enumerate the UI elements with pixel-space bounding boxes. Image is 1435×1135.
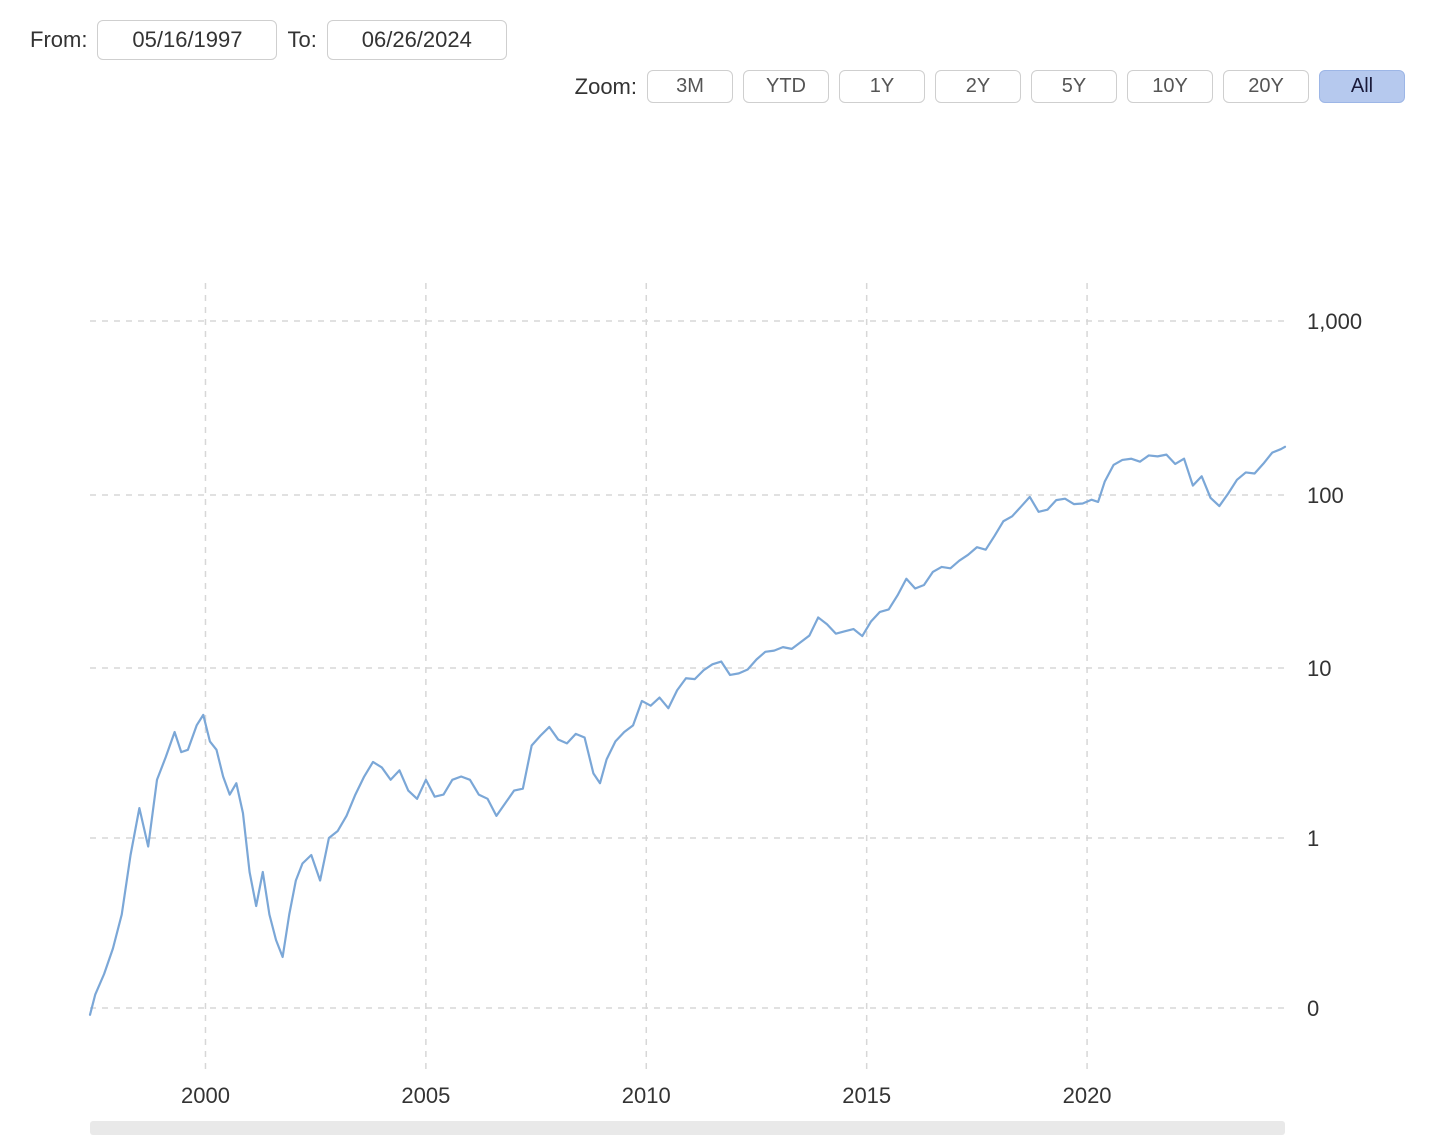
chart-svg[interactable]: 0 1 10 100 1,000 2000 2005 2010 2015 2020 xyxy=(30,133,1405,1113)
to-date-value: 06/26/2024 xyxy=(362,27,472,52)
x-tick-label: 2005 xyxy=(401,1083,450,1108)
zoom-button-3m[interactable]: 3M xyxy=(647,70,733,103)
zoom-controls: Zoom: 3M YTD 1Y 2Y 5Y 10Y 20Y All xyxy=(30,70,1405,103)
from-date-input[interactable]: 05/16/1997 xyxy=(97,20,277,60)
x-tick-label: 2020 xyxy=(1063,1083,1112,1108)
zoom-button-all[interactable]: All xyxy=(1319,70,1405,103)
x-tick-label: 2015 xyxy=(842,1083,891,1108)
from-date-value: 05/16/1997 xyxy=(132,27,242,52)
zoom-button-group: 3M YTD 1Y 2Y 5Y 10Y 20Y All xyxy=(647,70,1405,103)
zoom-button-1y[interactable]: 1Y xyxy=(839,70,925,103)
x-tick-label: 2010 xyxy=(622,1083,671,1108)
y-tick-label: 0 xyxy=(1307,996,1319,1021)
y-tick-label: 100 xyxy=(1307,483,1344,508)
y-tick-label: 1 xyxy=(1307,826,1319,851)
from-label: From: xyxy=(30,27,87,53)
date-range-controls: From: 05/16/1997 To: 06/26/2024 xyxy=(30,20,1405,60)
price-line xyxy=(90,447,1285,1015)
y-tick-label: 10 xyxy=(1307,656,1331,681)
to-date-input[interactable]: 06/26/2024 xyxy=(327,20,507,60)
zoom-button-ytd[interactable]: YTD xyxy=(743,70,829,103)
y-tick-label: 1,000 xyxy=(1307,309,1362,334)
price-chart: 0 1 10 100 1,000 2000 2005 2010 2015 2020 xyxy=(30,133,1405,1113)
time-scrollbar[interactable] xyxy=(90,1121,1285,1135)
to-label: To: xyxy=(287,27,316,53)
zoom-label: Zoom: xyxy=(575,74,637,100)
zoom-button-2y[interactable]: 2Y xyxy=(935,70,1021,103)
x-tick-label: 2000 xyxy=(181,1083,230,1108)
zoom-button-5y[interactable]: 5Y xyxy=(1031,70,1117,103)
zoom-button-20y[interactable]: 20Y xyxy=(1223,70,1309,103)
zoom-button-10y[interactable]: 10Y xyxy=(1127,70,1213,103)
